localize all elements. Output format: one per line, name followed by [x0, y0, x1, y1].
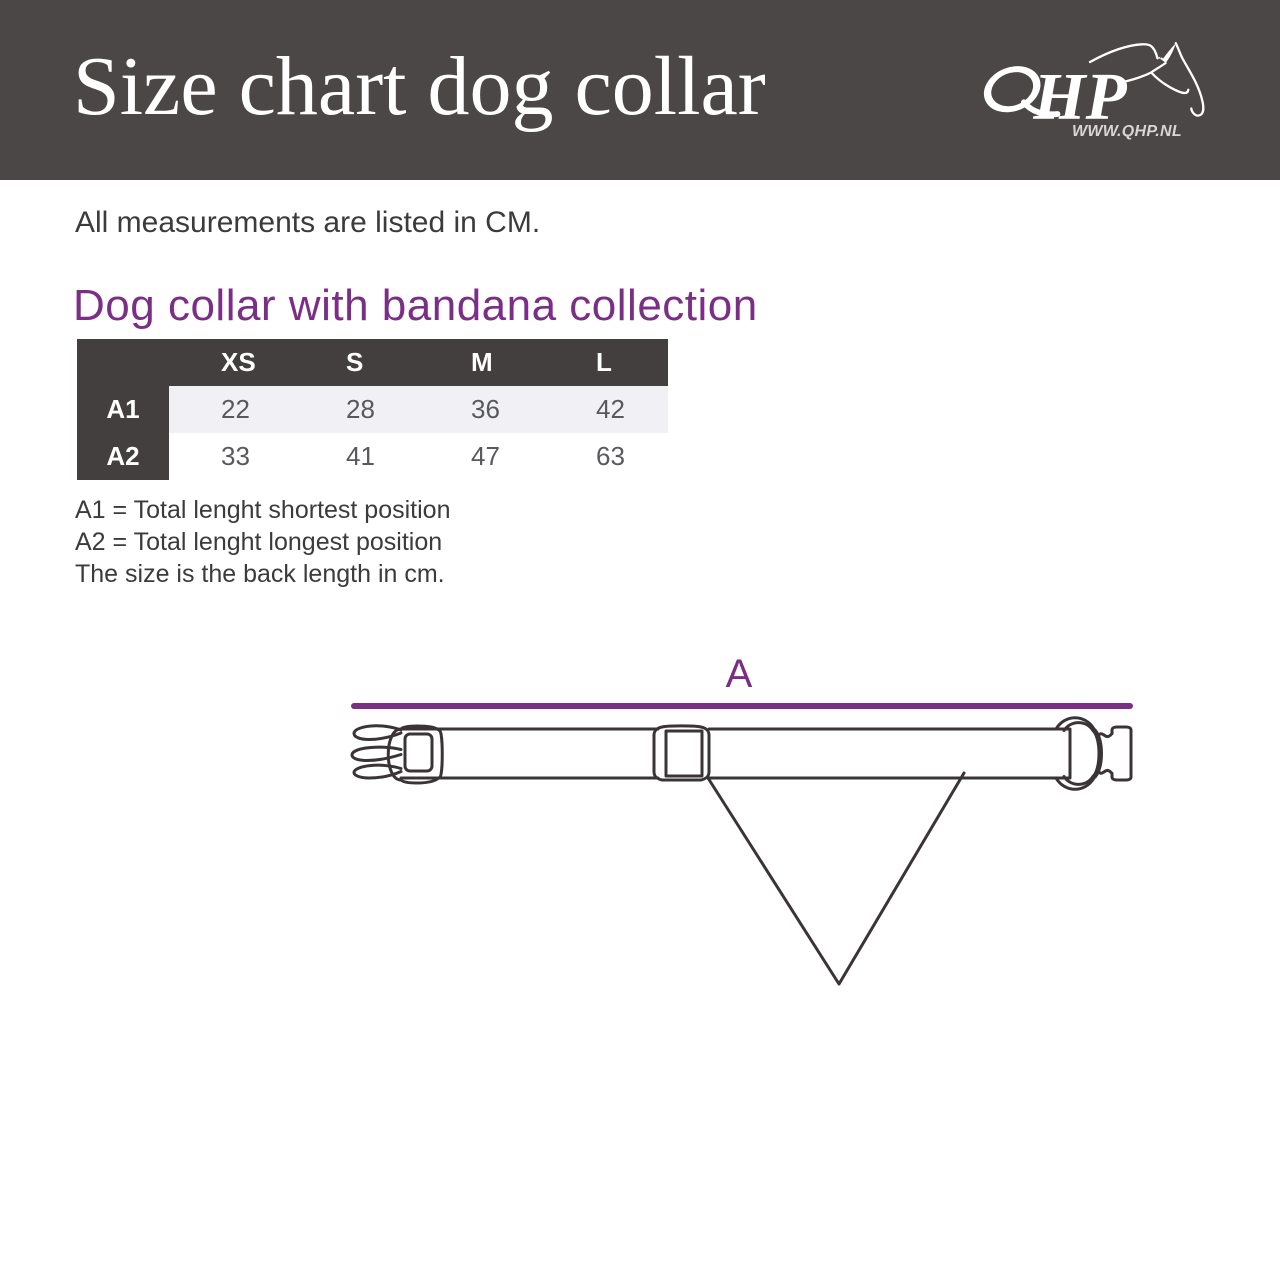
svg-text:A: A [726, 652, 753, 696]
